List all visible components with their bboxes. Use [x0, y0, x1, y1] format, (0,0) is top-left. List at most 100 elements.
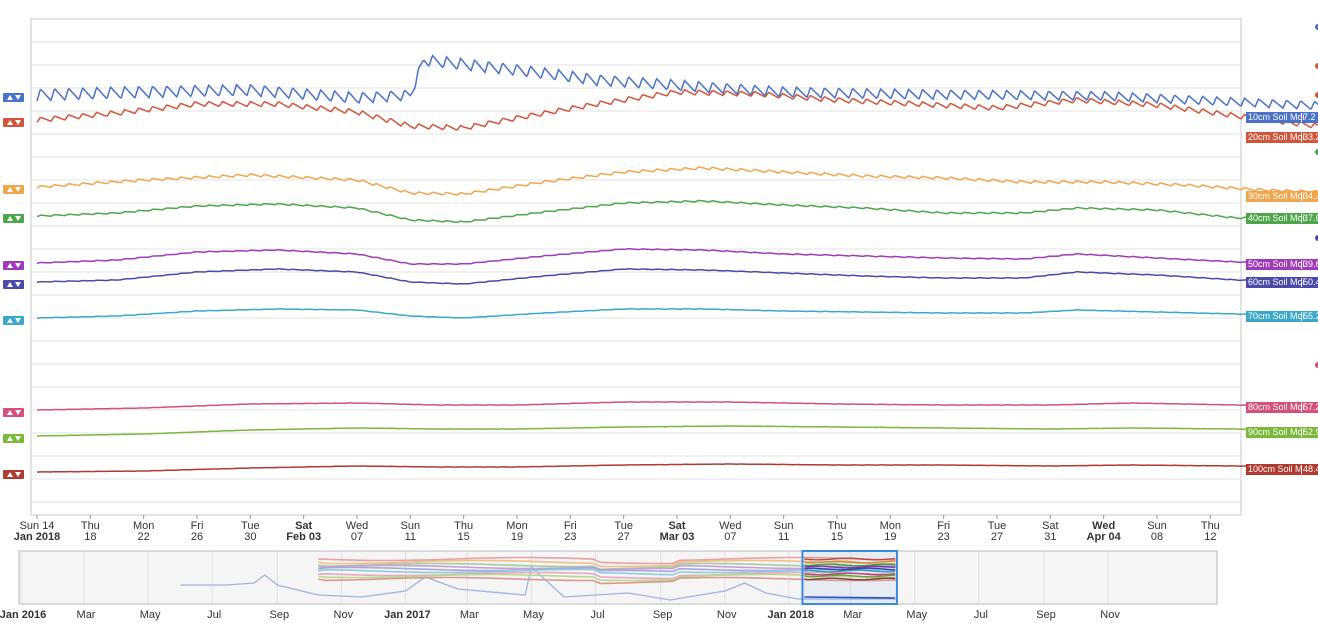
- navigator-selected-line: [804, 563, 896, 567]
- arrow-up-icon: [7, 436, 13, 441]
- series-value-label: 39.6: [1303, 259, 1318, 269]
- series-scroll-button[interactable]: [3, 261, 24, 270]
- arrow-up-icon: [7, 282, 13, 287]
- scroll-buttons[interactable]: [3, 93, 24, 479]
- x-tick-label-bottom: 23: [564, 531, 576, 543]
- arrow-up-icon: [7, 410, 13, 415]
- navigator-tick-label: May: [906, 609, 927, 621]
- series-name-label: 40cm Soil Moi: [1248, 213, 1305, 223]
- navigator-selected-line: [804, 572, 896, 576]
- series-line-4: [36, 199, 1318, 224]
- navigator-selected-line: [804, 577, 896, 581]
- x-tick-label-top: Thu: [1201, 520, 1220, 532]
- series-value-label: 52.9: [1303, 427, 1318, 437]
- x-tick-label-top: Sat: [1042, 520, 1059, 532]
- navigator-tick-label: Sep: [1036, 609, 1056, 621]
- x-tick-label-bottom: 12: [1204, 531, 1216, 543]
- series-line-3: [36, 166, 1318, 196]
- series-line-10: [36, 463, 1318, 473]
- arrow-up-icon: [7, 187, 13, 192]
- x-tick-label-bottom: 15: [831, 531, 843, 543]
- x-tick-label-top: Sun: [774, 520, 794, 532]
- navigator-chart[interactable]: Jan 2016 Mar May Jul Sep Nov Jan 2017 Mar May Jul…: [0, 545, 1318, 623]
- navigator-selected-window[interactable]: [801, 550, 898, 605]
- series-scroll-button[interactable]: [3, 470, 24, 479]
- arrow-down-icon: [15, 216, 21, 221]
- navigator-tick-label: May: [140, 609, 161, 621]
- navigator-tick-label: Jan 2017: [384, 609, 430, 621]
- series-scroll-button[interactable]: [3, 408, 24, 417]
- navigator-line: [318, 556, 898, 565]
- series-scroll-button[interactable]: [3, 280, 24, 289]
- navigator-tick-label: Mar: [77, 609, 96, 621]
- x-tick-label-bottom: 18: [84, 531, 96, 543]
- navigator-tick-label: Mar: [460, 609, 479, 621]
- navigator-selected-line: [804, 569, 896, 573]
- series-line-9: [36, 425, 1318, 437]
- navigator-selected-line: [804, 565, 896, 569]
- series-scroll-button[interactable]: [3, 214, 24, 223]
- series-name-label: 20cm Soil Moi: [1248, 132, 1305, 142]
- series-scroll-button[interactable]: [3, 118, 24, 127]
- x-tick-label-bottom: 30: [244, 531, 256, 543]
- grid-lines: [31, 41, 1241, 503]
- series-lines: [36, 54, 1318, 473]
- series-value-label: 7.2: [1303, 112, 1316, 122]
- series-value-label: 37.6: [1303, 213, 1318, 223]
- x-tick-label-top: Mon: [133, 520, 154, 532]
- x-tick-label-bottom: Feb 03: [286, 531, 321, 543]
- x-tick-label-top: Thu: [454, 520, 473, 532]
- navigator-selected-line: [804, 557, 896, 561]
- navigator-line: [318, 568, 898, 576]
- navigator-tick-label: Jan 2018: [768, 609, 814, 621]
- x-tick-label-bottom: 07: [724, 531, 736, 543]
- series-name-label: 50cm Soil Moi: [1248, 259, 1305, 269]
- x-tick-label-bottom: 23: [938, 531, 950, 543]
- x-tick-label-bottom: 19: [511, 531, 523, 543]
- x-tick-label-top: Fri: [564, 520, 577, 532]
- series-line-5: [36, 247, 1318, 266]
- right-edge-decor: [1315, 24, 1318, 368]
- x-tick-label-top: Sat: [295, 520, 312, 532]
- x-tick-label-top: Wed: [346, 520, 368, 532]
- navigator-tick-label: Nov: [334, 609, 354, 621]
- series-scroll-button[interactable]: [3, 316, 24, 325]
- series-name-label: 80cm Soil Moi: [1248, 402, 1305, 412]
- navigator-tick-label: Nov: [1100, 609, 1120, 621]
- x-tick-label-top: Mon: [506, 520, 527, 532]
- navigator-line: [318, 573, 897, 582]
- series-value-label: 55.2: [1303, 311, 1318, 321]
- series-value-label: 33.2: [1303, 132, 1318, 142]
- series-name-label: 30cm Soil Moi: [1248, 191, 1305, 201]
- series-scroll-button[interactable]: [3, 185, 24, 194]
- x-tick-label-bottom: 11: [778, 531, 789, 543]
- series-value-label: 34.5: [1303, 191, 1318, 201]
- x-tick-label-bottom: 11: [405, 531, 416, 543]
- series-scroll-button[interactable]: [3, 434, 24, 443]
- x-tick-label-top: Mon: [880, 520, 901, 532]
- arrow-down-icon: [15, 187, 21, 192]
- x-tick-label-top: Sat: [668, 520, 685, 532]
- navigator-x-ticks: Jan 2016 Mar May Jul Sep Nov Jan 2017 Mar May Jul…: [0, 609, 1120, 621]
- x-tick-label-top: Tue: [241, 520, 260, 532]
- arrow-up-icon: [7, 216, 13, 221]
- navigator-tick-label: Sep: [269, 609, 289, 621]
- navigator-line: [318, 571, 898, 580]
- series-name-label: 100cm Soil M: [1248, 464, 1303, 474]
- x-tick-label-bottom: 27: [991, 531, 1003, 543]
- series-line-8: [36, 401, 1318, 411]
- series-line-2: [36, 88, 1318, 131]
- series-value-label: 50.4: [1303, 277, 1318, 287]
- series-scroll-button[interactable]: [3, 93, 24, 102]
- navigator-tick-label: Jul: [590, 609, 604, 621]
- x-tick-label-bottom: 31: [1044, 531, 1056, 543]
- series-line-6: [36, 268, 1318, 285]
- arrow-down-icon: [15, 436, 21, 441]
- x-tick-label-bottom: 19: [884, 531, 896, 543]
- x-tick-label-bottom: 07: [351, 531, 363, 543]
